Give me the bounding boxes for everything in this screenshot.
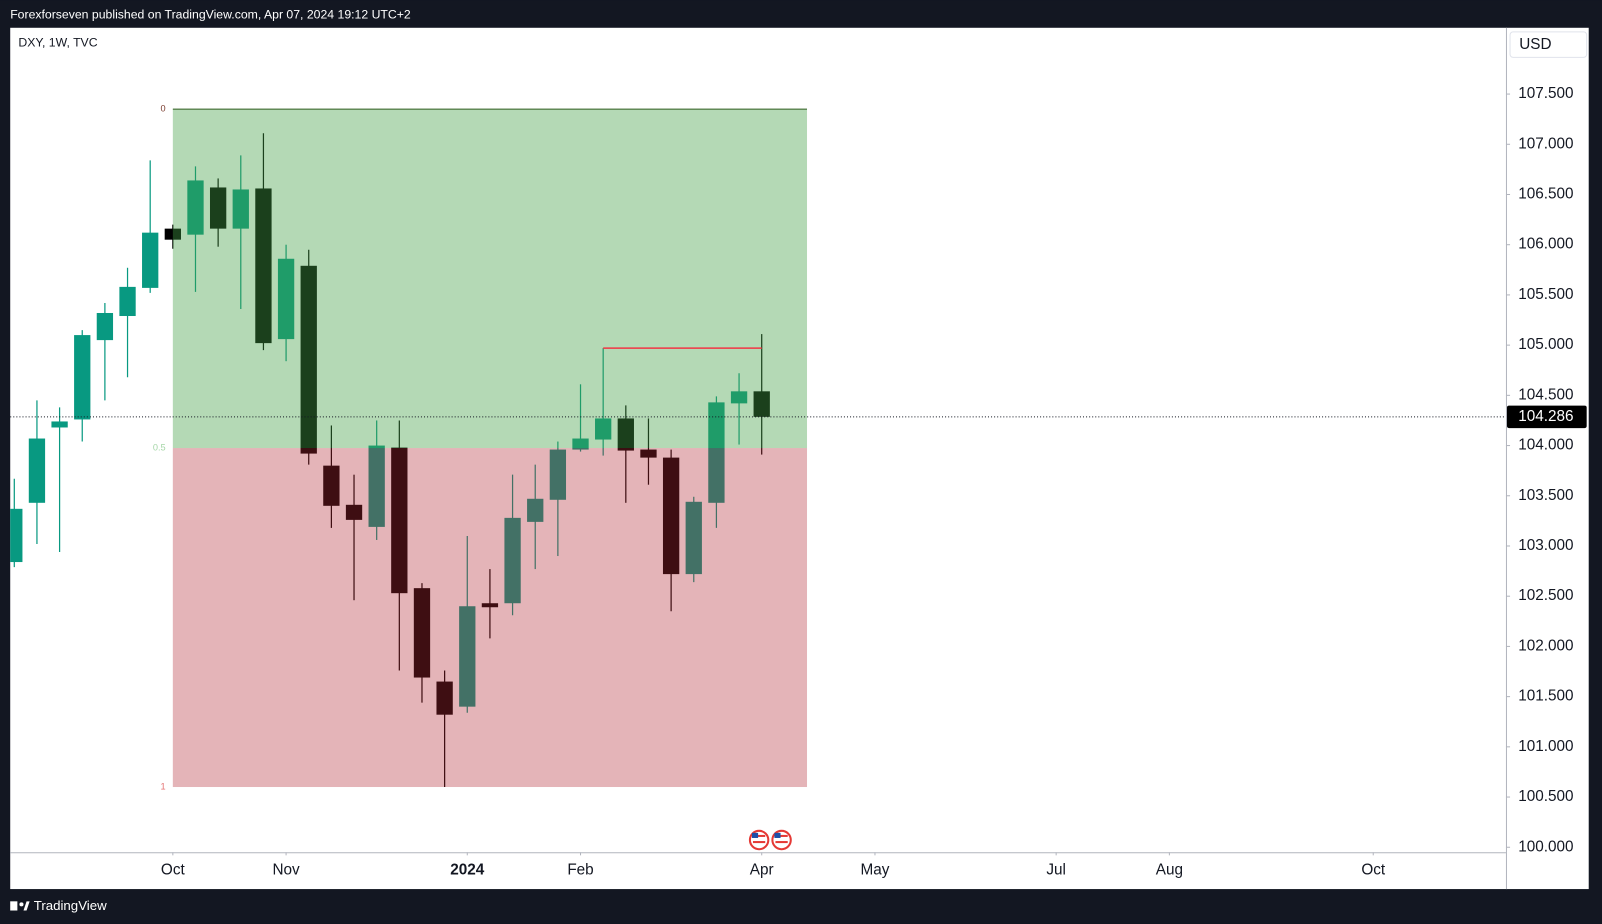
- event-flags[interactable]: [748, 829, 792, 851]
- last-price-box: [1506, 405, 1587, 429]
- candle-body: [368, 445, 385, 527]
- candle-body: [28, 438, 46, 503]
- candle-body: [708, 402, 725, 503]
- candle-body: [277, 258, 295, 340]
- x-tick-label: Feb: [567, 862, 593, 879]
- y-tick-label: 107.500: [1518, 85, 1573, 102]
- y-tick-label: 103.500: [1518, 487, 1573, 504]
- candle-body: [640, 449, 657, 458]
- fib-level-label: 1: [161, 781, 166, 791]
- candle-body: [391, 447, 408, 594]
- flag-stripe: [775, 834, 788, 837]
- candle-body: [323, 465, 340, 506]
- y-tick-label: 100.500: [1518, 788, 1573, 805]
- y-tick-label: 106.500: [1518, 186, 1573, 203]
- y-tick-label: 104.500: [1518, 386, 1573, 403]
- chart-area: [10, 27, 1589, 890]
- candle-body: [527, 498, 544, 522]
- candle-body: [209, 187, 227, 229]
- candle-body: [436, 681, 453, 715]
- flag-canton: [751, 832, 759, 838]
- candle-body: [685, 501, 702, 575]
- plot: 00.51: [10, 104, 808, 791]
- fib-level-label: 0: [161, 104, 166, 114]
- candle-body: [595, 418, 612, 440]
- symbol: DXY, 1W, TVC: [18, 35, 97, 49]
- candle-body: [119, 286, 136, 317]
- y-tick-label: 100.000: [1518, 838, 1573, 855]
- y-tick-label: 104.000: [1518, 437, 1573, 454]
- logo-mark: [23, 901, 30, 911]
- y-tick-label: 101.000: [1518, 738, 1573, 755]
- flag-stripe: [775, 841, 788, 844]
- candle-body: [255, 188, 272, 344]
- x-tick-label: Oct: [1361, 862, 1386, 879]
- candle-body: [617, 418, 634, 451]
- candle-body: [164, 228, 181, 240]
- candle-body: [232, 189, 249, 229]
- logo-mark: [10, 901, 18, 911]
- y-tick-label: 105.500: [1518, 286, 1573, 303]
- candle-body: [345, 504, 363, 520]
- x-tick-label: Jul: [1046, 862, 1066, 879]
- candle-body: [549, 449, 567, 500]
- candle-body: [51, 421, 68, 428]
- candle-body: [753, 391, 770, 417]
- currency-box[interactable]: [1509, 31, 1588, 58]
- x-tick-label: Aug: [1156, 862, 1183, 879]
- y-tick-label: 101.500: [1518, 688, 1573, 705]
- fib-lower-zone: [172, 448, 808, 788]
- flag-stripe: [752, 834, 766, 837]
- y-tick-label: 105.000: [1518, 336, 1573, 353]
- y-tick-label: 102.000: [1518, 637, 1573, 654]
- candle-body: [10, 508, 23, 563]
- candle-body: [459, 606, 476, 707]
- logo-mark: [19, 902, 24, 907]
- flag-stripe: [752, 841, 766, 844]
- publish-header: Forexforseven published on TradingView.c…: [10, 8, 411, 22]
- x-tick-label: Oct: [161, 862, 186, 879]
- fib-level-label: 0.5: [153, 442, 166, 452]
- candle-body: [504, 517, 521, 604]
- candle-body: [481, 603, 499, 608]
- currency[interactable]: USD: [1519, 36, 1551, 53]
- y-tick-label: 106.000: [1518, 236, 1573, 253]
- x-tick-label: May: [860, 862, 889, 879]
- candle-body: [74, 335, 91, 420]
- candle-body: [300, 265, 317, 454]
- candle-body: [187, 180, 204, 235]
- candle-body: [96, 312, 114, 341]
- candle-body: [730, 391, 748, 404]
- candle-body: [572, 438, 589, 450]
- fib-upper-zone: [172, 109, 808, 449]
- y-tick-label: 102.500: [1518, 587, 1573, 604]
- x-tick-label: 2024: [450, 862, 485, 879]
- y-tick-label: 103.000: [1518, 537, 1573, 554]
- candle-body: [662, 457, 680, 575]
- candle-body: [413, 588, 431, 678]
- y-tick-label: 107.000: [1518, 135, 1573, 152]
- last-price-label: 104.286: [1518, 408, 1573, 425]
- x-tick-label: Apr: [750, 862, 774, 879]
- footer-brand: TradingView: [34, 898, 107, 913]
- flag-canton: [774, 832, 781, 838]
- x-tick-label: Nov: [272, 862, 300, 879]
- logo: [10, 901, 30, 911]
- candle-body: [142, 232, 159, 288]
